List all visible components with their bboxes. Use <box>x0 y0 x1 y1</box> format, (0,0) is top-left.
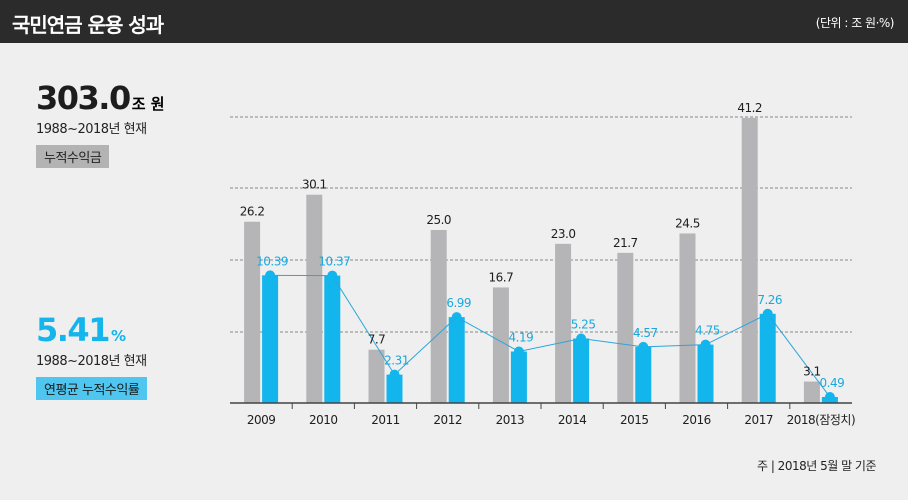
x-tick-label: 2010 <box>309 413 338 427</box>
x-tick-label: 2013 <box>496 413 525 427</box>
blue-bar-2009 <box>262 275 279 403</box>
gray-bar-label: 30.1 <box>302 178 327 192</box>
blue-bar-2015 <box>635 346 652 403</box>
rate-label: 10.37 <box>318 255 350 269</box>
blue-bar-2014 <box>573 338 590 403</box>
gray-bar-2011 <box>368 349 385 403</box>
rate-label: 4.19 <box>509 331 534 345</box>
gray-bar-label: 21.7 <box>613 236 638 250</box>
rate-label: 7.26 <box>757 293 782 307</box>
blue-bar-2017 <box>759 313 776 403</box>
chart-grid <box>230 116 852 333</box>
rate-point <box>265 270 276 281</box>
header-bar: 국민연금 운용 성과 (단위 : 조 원·%) <box>0 0 908 43</box>
total-return-unit: 조 원 <box>131 95 165 113</box>
rate-label: 2.31 <box>384 354 409 368</box>
x-tick-label: 2009 <box>247 413 276 427</box>
total-return-tag: 누적수익금 <box>36 145 110 168</box>
gray-bar-label: 23.0 <box>551 227 576 241</box>
rate-point <box>389 369 400 380</box>
gray-bar-label: 25.0 <box>426 213 451 227</box>
chart-labels: 26.2 10.39 30.1 10.37 7.7 2.31 25.0 6.99 16.7 4.1… <box>240 101 845 390</box>
gray-bar-label: 3.1 <box>803 365 821 379</box>
x-tick-label: 2015 <box>620 413 649 427</box>
annual-rate-tag: 연평균 누적수익률 <box>36 377 148 400</box>
gray-bar-2016 <box>679 233 696 403</box>
gray-bar-2012 <box>430 230 447 403</box>
annual-rate-summary: 5.41% 1988~2018년 현재 연평균 누적수익률 <box>36 311 148 400</box>
total-return-value: 303.0 <box>36 79 131 117</box>
rate-line <box>270 274 831 398</box>
blue-bar-2010 <box>324 275 341 403</box>
rate-point <box>824 391 835 402</box>
x-axis: 2009 2010 2011 2012 2013 2014 2015 2016 2017 2018… <box>230 402 856 427</box>
gray-bar-2015 <box>617 252 634 403</box>
gray-bar-label: 41.2 <box>737 101 762 115</box>
rate-point <box>513 346 524 357</box>
x-tick-label: 2014 <box>558 413 587 427</box>
gray-bar-2014 <box>555 243 572 403</box>
gray-bar-2013 <box>492 287 509 403</box>
rate-label: 0.49 <box>820 376 845 390</box>
annual-rate-period: 1988~2018년 현재 <box>36 354 147 369</box>
rate-label: 6.99 <box>446 296 471 310</box>
rate-point <box>451 312 462 323</box>
blue-bar-2011 <box>386 374 403 403</box>
rate-point <box>638 341 649 352</box>
gray-bar-2018(잠정치) <box>803 381 820 403</box>
blue-bar-2013 <box>510 351 527 403</box>
x-tick-label: 2012 <box>433 413 462 427</box>
blue-bar-2016 <box>697 344 714 403</box>
rate-point <box>576 333 587 344</box>
total-return-summary: 303.0 조 원 1988~2018년 현재 누적수익금 <box>36 82 165 168</box>
rate-point <box>327 270 338 281</box>
gray-bar-2017 <box>741 117 758 403</box>
rate-label: 5.25 <box>571 318 596 332</box>
rate-label: 4.75 <box>695 324 720 338</box>
gray-bar-2010 <box>306 194 323 403</box>
total-return-period: 1988~2018년 현재 <box>36 122 147 137</box>
annual-rate-unit: % <box>110 327 126 345</box>
gray-bar-label: 7.7 <box>368 333 386 347</box>
gray-bar-label: 24.5 <box>675 216 700 230</box>
annual-rate-value: 5.41 <box>36 311 110 349</box>
rate-label: 10.39 <box>256 254 288 268</box>
footnote: 주 | 2018년 5월 말 기준 <box>756 459 877 473</box>
x-tick-label: 2017 <box>744 413 773 427</box>
gray-bar-2009 <box>244 221 261 403</box>
x-tick-label: 2018(잠정치) <box>787 413 856 427</box>
unit-note: (단위 : 조 원·%) <box>815 16 895 30</box>
rate-point <box>762 308 773 319</box>
x-tick-label: 2011 <box>371 413 400 427</box>
gray-bars <box>244 117 820 403</box>
blue-bar-2012 <box>448 317 465 403</box>
rate-point <box>700 339 711 350</box>
gray-bar-label: 16.7 <box>489 270 514 284</box>
gray-bar-label: 26.2 <box>240 205 265 219</box>
page-title: 국민연금 운용 성과 <box>12 13 164 37</box>
x-tick-label: 2016 <box>682 413 711 427</box>
rate-label: 4.57 <box>633 326 658 340</box>
rate-line-layer <box>265 270 835 402</box>
